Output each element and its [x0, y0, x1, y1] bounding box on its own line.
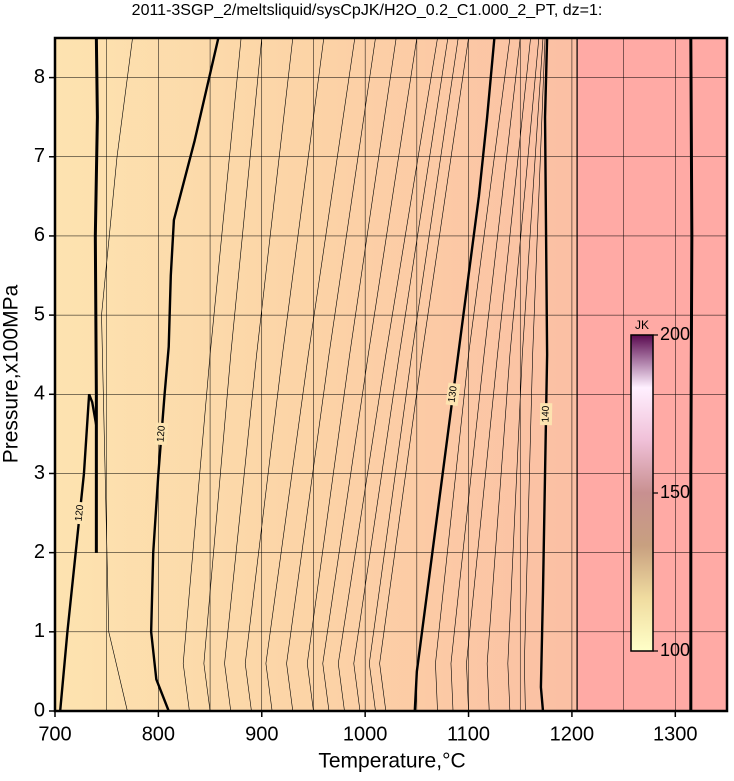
thin-contour: [337, 37, 438, 712]
thin-contour: [203, 37, 263, 712]
x-tick-label: 1300: [653, 723, 698, 745]
y-tick-label: 1: [34, 620, 45, 642]
colorbar-tick-label: 150: [660, 482, 690, 502]
thin-contour: [450, 37, 521, 712]
x-tick-label: 900: [245, 723, 278, 745]
boundary-line: [93, 37, 99, 553]
y-tick-label: 2: [34, 541, 45, 563]
x-axis-label: Temperature,°C: [318, 750, 465, 773]
colorbar-label: JK: [635, 318, 649, 332]
y-tick-label: 4: [34, 383, 45, 405]
thin-contour: [486, 37, 540, 712]
field: [54, 38, 728, 712]
contour-label: 120: [74, 504, 87, 522]
contour-line: [149, 37, 220, 712]
thin-contour: [368, 37, 459, 712]
thin-contour: [244, 37, 325, 712]
x-tick-label: 1100: [447, 723, 490, 745]
x-tick-label: 700: [38, 723, 71, 745]
y-axis-label: Pressure,x100MPa: [0, 284, 23, 463]
field-low: [55, 38, 578, 711]
contour-label: 130: [447, 385, 460, 403]
thin-contour: [466, 37, 531, 712]
colorbar: [630, 334, 654, 652]
contour-label-bg: [445, 382, 461, 406]
y-tick-label: 7: [34, 145, 45, 167]
contour-label-bg: [539, 402, 553, 426]
contour-line: [58, 393, 98, 712]
y-tick-label: 6: [34, 224, 45, 246]
contour-label: 140: [541, 405, 552, 422]
boundary-line: [689, 37, 694, 711]
thin-contour: [101, 37, 133, 712]
thin-contour: [322, 37, 418, 712]
thin-contour: [224, 37, 294, 712]
plot-frame: [53, 36, 729, 713]
x-tick-label: 1200: [550, 723, 595, 745]
contour-label: 120: [155, 425, 167, 443]
thin-contour: [524, 37, 546, 712]
thin-contour: [507, 37, 544, 712]
contours: 120 120 130 140: [58, 37, 694, 712]
colorbar-tick-label: 200: [660, 324, 690, 344]
y-tick-label: 0: [34, 699, 45, 721]
thin-contour: [353, 37, 449, 712]
y-tick-label: 5: [34, 303, 45, 325]
thin-contour: [265, 37, 356, 712]
thin-contour: [182, 37, 242, 712]
contour-label-bg: [154, 422, 169, 446]
chart-title: 2011-3SGP_2/meltsliquid/sysCpJK/H2O_0.2_…: [132, 2, 603, 19]
thin-contour: [306, 37, 397, 712]
thin-contour: [435, 37, 511, 712]
y-tick-label: 8: [34, 66, 45, 88]
x-tick-label: 1000: [343, 723, 388, 745]
y-tick-label: 3: [34, 462, 45, 484]
contour-label-bg: [72, 501, 87, 525]
thin-contour: [286, 37, 376, 712]
colorbar-tick-label: 100: [660, 640, 690, 660]
thin-contour: [379, 37, 469, 712]
x-tick-label: 800: [142, 723, 175, 745]
